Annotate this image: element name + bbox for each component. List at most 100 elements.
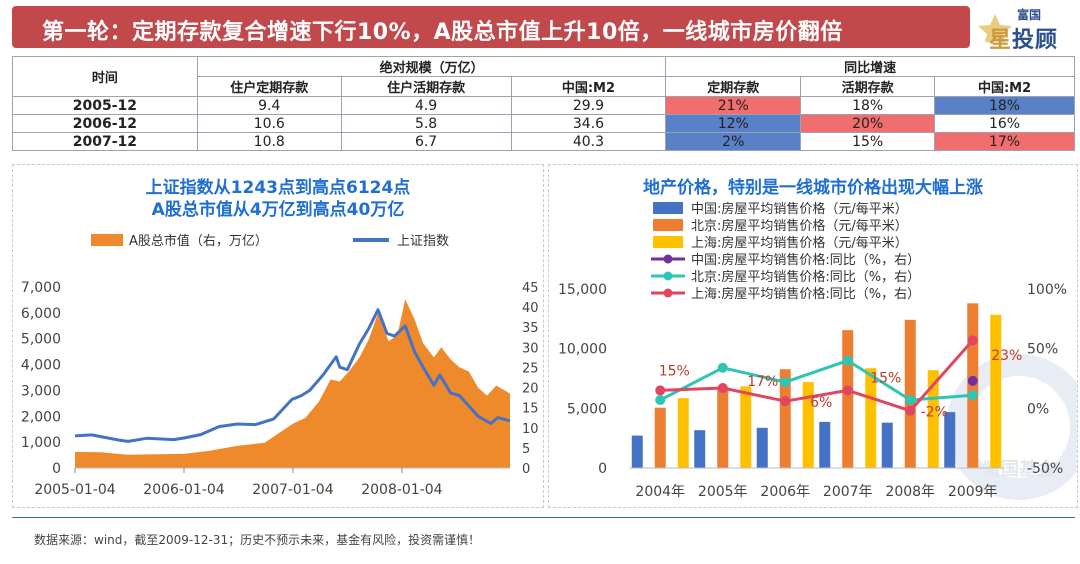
page-title: 第一轮：定期存款复合增速下行10%，A股总市值上升10倍，一线城市房价翻倍 — [42, 20, 843, 45]
price-bar — [819, 421, 831, 468]
legend-label: 北京:房屋平均销售价格:同比（%，右） — [691, 269, 920, 285]
table-cell: 9.4 — [196, 96, 342, 115]
left-axis-tick: 15,000 — [558, 282, 607, 298]
table-cell: 4.9 — [340, 96, 512, 115]
left-axis-tick: 0 — [52, 461, 61, 477]
x-axis-tick-label: 2007-01-04 — [252, 482, 333, 498]
yoy-line — [660, 339, 974, 413]
column-header: 活期存款 — [800, 76, 936, 97]
table-cell: 29.9 — [510, 96, 667, 115]
logo-big-text: 星投顾 — [989, 22, 1058, 54]
table-cell: 40.3 — [510, 132, 667, 151]
price-bar — [842, 330, 854, 468]
left-axis-tick: 7,000 — [21, 280, 61, 296]
right-axis-tick: 25 — [522, 361, 539, 376]
left-axis-tick: 4,000 — [21, 358, 61, 374]
watermark-ring-icon — [946, 354, 1077, 500]
price-bar — [677, 398, 689, 468]
price-bar — [944, 412, 956, 468]
logo-advisor-chars: 投顾 — [1012, 28, 1059, 53]
price-bar — [756, 427, 768, 468]
price-bar — [694, 430, 706, 468]
column-header: 定期存款 — [665, 76, 802, 97]
brand-logo: 富国 星投顾 — [975, 2, 1075, 56]
table-cell: 18% — [800, 96, 936, 115]
yoy-point — [905, 405, 916, 416]
yoy-point — [967, 375, 978, 386]
table-cell: 10.6 — [196, 114, 342, 133]
table-row: 2006-12 10.6 5.8 34.6 12% 20% 16% — [12, 114, 1075, 133]
legend-label-market-cap: A股总市值（右，万亿） — [129, 233, 268, 249]
x-axis-tick-label: 2004年 — [635, 484, 685, 500]
left-axis-tick: 0 — [598, 461, 607, 477]
price-bar — [740, 386, 752, 468]
column-header: 住户活期存款 — [340, 76, 512, 97]
right-axis-tick: 10 — [522, 422, 539, 437]
deposit-table: 时间 绝对规模（万亿） 同比增速 住户定期存款 住户活期存款 中国:M2 定期存… — [12, 56, 1075, 151]
right-axis-tick: 50% — [1027, 342, 1058, 358]
price-bar — [802, 382, 814, 468]
x-axis-tick-label: 2005-01-04 — [34, 482, 115, 498]
row-date: 2006-12 — [12, 114, 198, 133]
right-axis-tick: 35 — [522, 321, 539, 336]
right-axis-tick: 20 — [522, 382, 539, 397]
yoy-data-label: 17% — [747, 374, 778, 390]
stock-chart-title-1: 上证指数从1243点到高点6124点 — [145, 178, 411, 198]
growth-group-header: 同比增速 — [665, 56, 1075, 77]
table-cell: 15% — [800, 132, 936, 151]
yoy-data-label: 6% — [810, 395, 832, 411]
right-axis-tick: 0% — [1027, 401, 1049, 417]
right-axis-tick: 40 — [522, 301, 539, 316]
right-axis-tick: 100% — [1027, 282, 1067, 298]
left-axis-tick: 1,000 — [21, 435, 61, 451]
row-date: 2007-12 — [12, 132, 198, 151]
stock-chart-title-2: A股总市值从4万亿到高点40万亿 — [151, 200, 405, 220]
market-cap-area — [75, 299, 510, 468]
price-bar — [881, 422, 893, 468]
price-bar — [865, 368, 877, 468]
table-cell: 2% — [665, 132, 802, 151]
time-header: 时间 — [12, 56, 198, 97]
yoy-data-label: -2% — [921, 405, 948, 421]
legend-label: 上海:房屋平均销售价格:同比（%，右） — [691, 286, 920, 302]
right-axis-tick: 30 — [522, 341, 539, 356]
right-axis-tick: 0 — [522, 462, 530, 477]
yoy-data-label: 23% — [991, 348, 1022, 364]
column-header: 中国:M2 — [510, 76, 667, 97]
yoy-point — [780, 396, 791, 407]
housing-chart: 富国基金中国:房屋平均销售价格（元/每平米）北京:房屋平均销售价格（元/每平米）… — [558, 201, 1077, 500]
yoy-point — [967, 390, 978, 401]
yoy-point — [655, 394, 666, 405]
table-cell: 16% — [934, 114, 1075, 133]
scale-group-header: 绝对规模（万亿） — [196, 56, 667, 77]
price-bar — [654, 407, 666, 468]
table-cell: 6.7 — [340, 132, 512, 151]
left-axis-tick: 5,000 — [21, 332, 61, 348]
x-axis-tick-label: 2008-01-04 — [361, 482, 442, 498]
yoy-point — [905, 394, 916, 405]
table-cell: 21% — [665, 96, 802, 115]
yoy-data-label: 15% — [659, 363, 690, 379]
yoy-point — [717, 383, 728, 394]
yoy-point — [842, 385, 853, 396]
table-cell: 20% — [800, 114, 936, 133]
legend-swatch-marker — [663, 288, 673, 298]
yoy-data-label: 15% — [870, 370, 901, 386]
legend-swatch-marker — [663, 254, 673, 264]
data-source-note: 数据来源：wind，截至2009-12-31；历史不预示未来，基金有风险，投资需… — [34, 533, 481, 547]
column-header: 住户定期存款 — [196, 76, 342, 97]
row-date: 2005-12 — [12, 96, 198, 115]
price-bar — [927, 370, 939, 468]
table-row: 2007-12 10.8 6.7 40.3 2% 15% 17% — [12, 132, 1075, 151]
yoy-point — [655, 385, 666, 396]
price-bar — [904, 319, 916, 468]
right-axis-tick: 5 — [522, 442, 530, 457]
table-cell: 5.8 — [340, 114, 512, 133]
x-axis-tick-label: 2006-01-04 — [143, 482, 224, 498]
price-bar — [990, 314, 1002, 468]
legend-swatch-marker — [663, 271, 673, 281]
table-cell: 34.6 — [510, 114, 667, 133]
price-bar — [717, 386, 729, 468]
right-axis-tick: -50% — [1027, 461, 1063, 477]
yoy-point — [967, 335, 978, 346]
